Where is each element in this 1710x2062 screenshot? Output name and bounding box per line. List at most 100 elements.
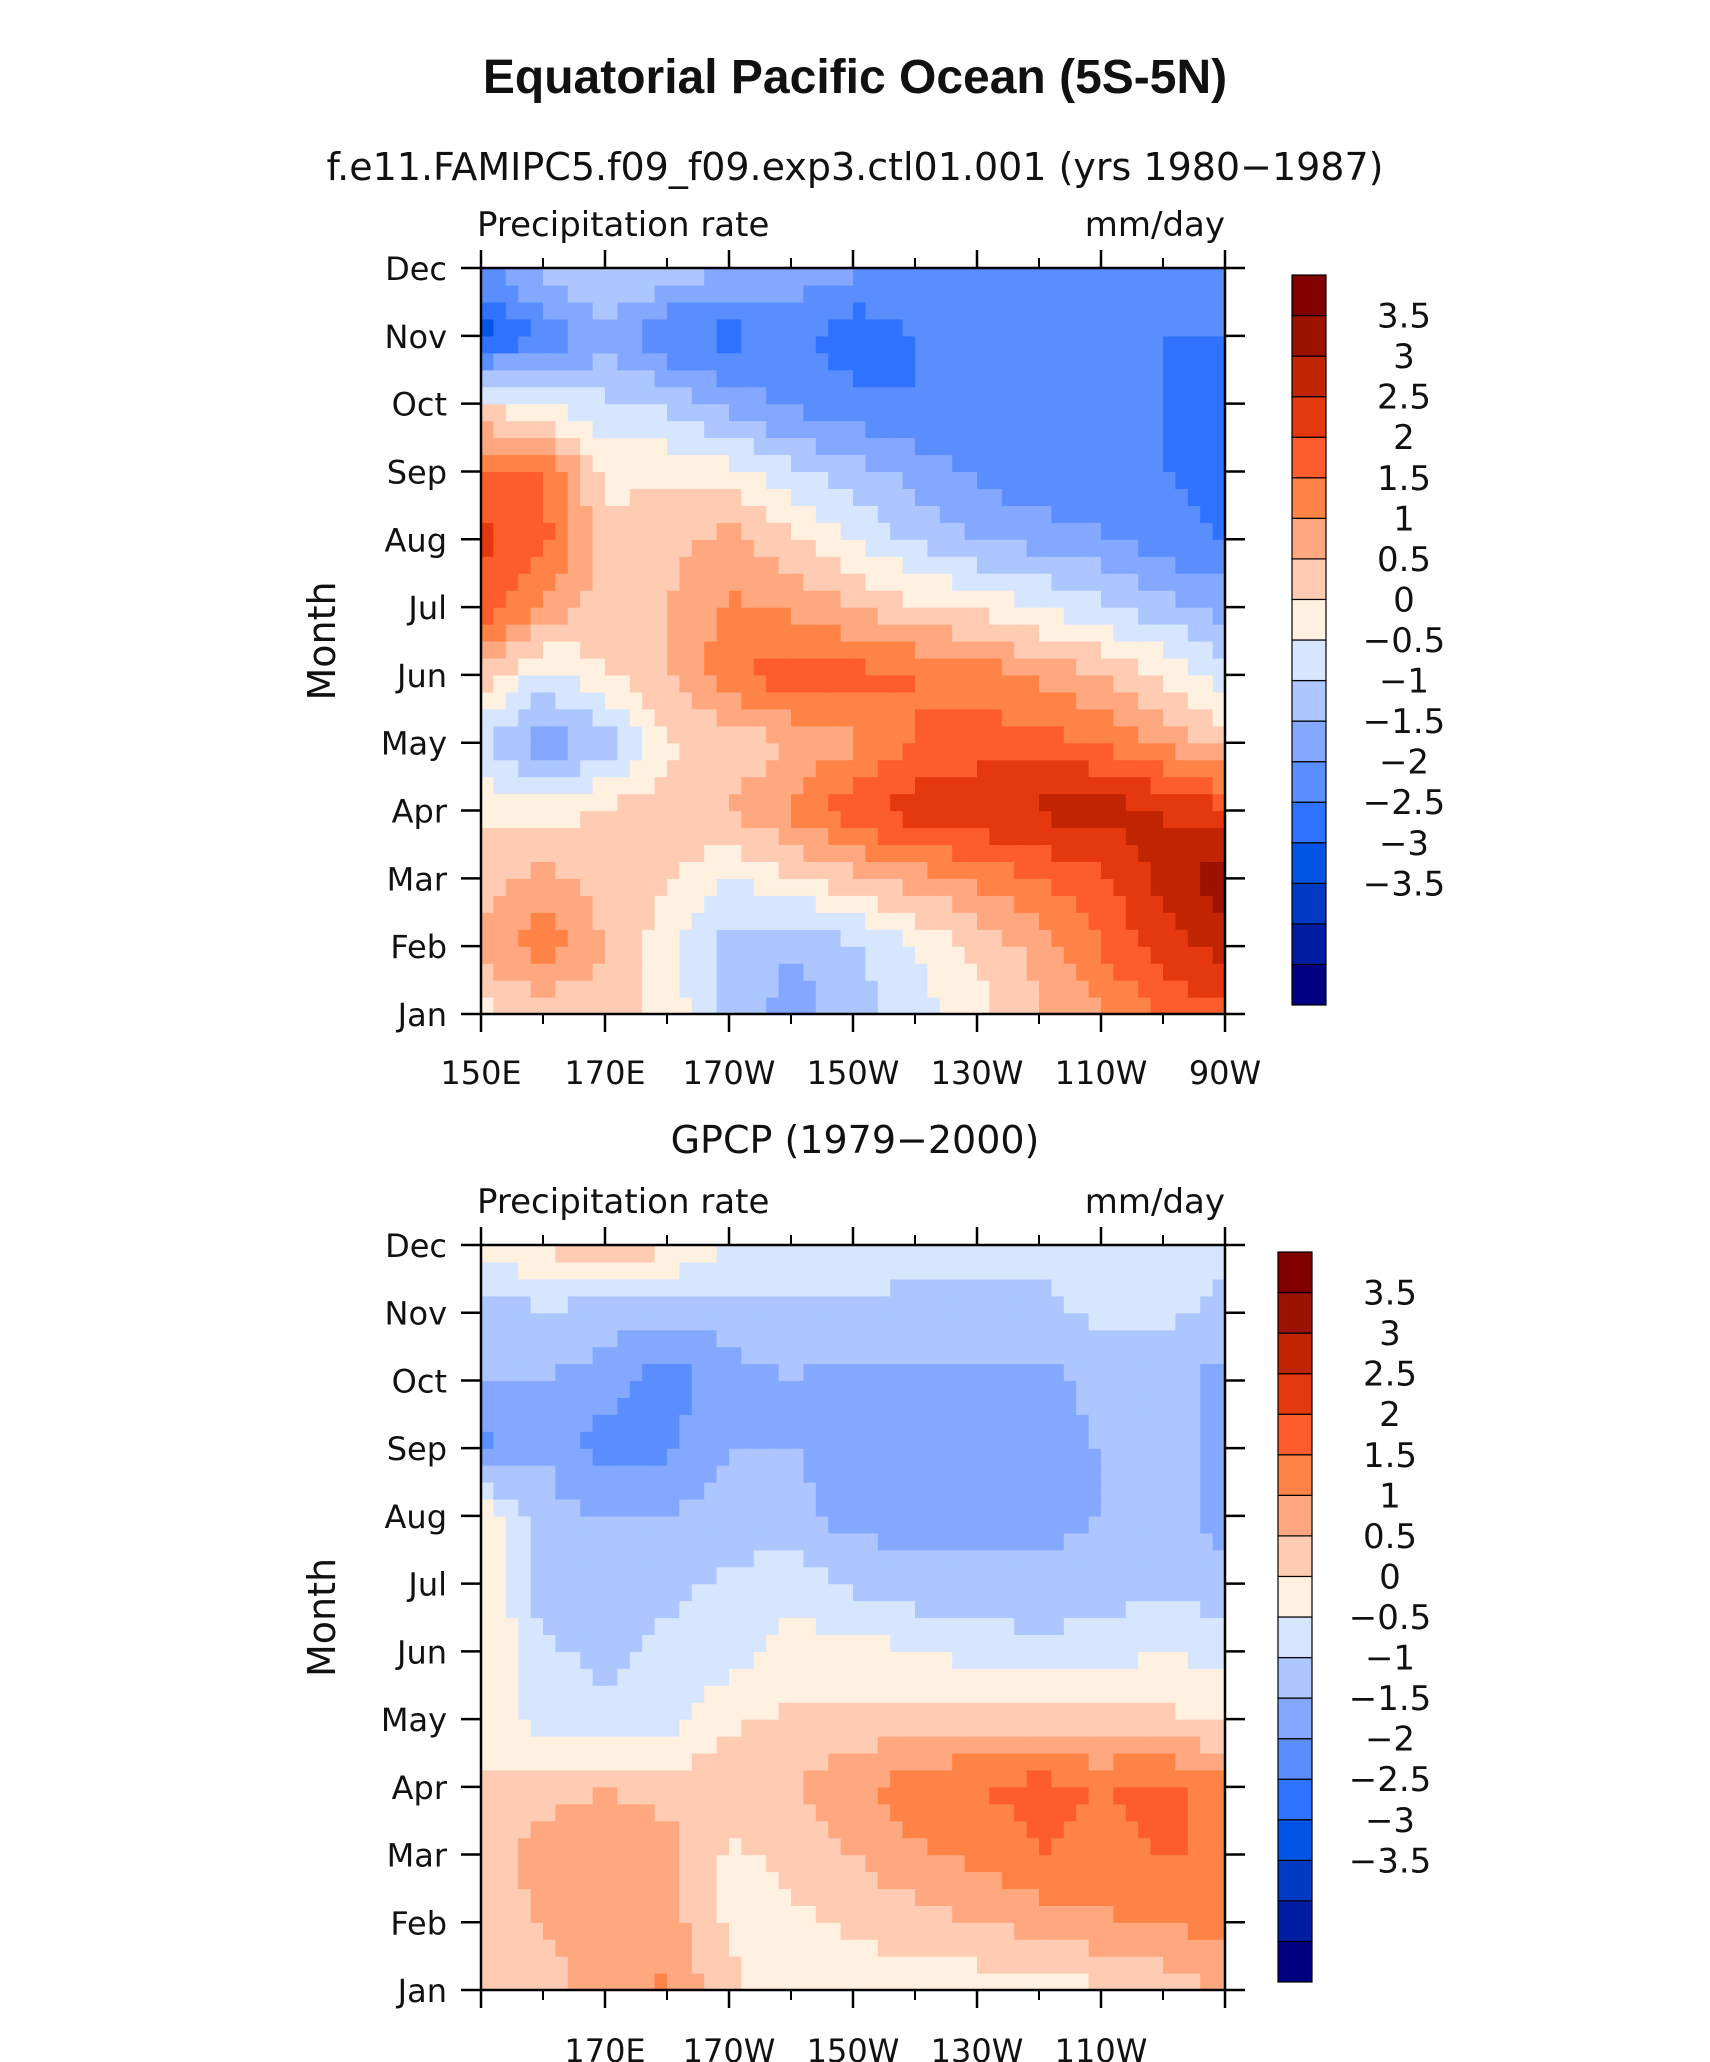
heatmap-cell [1187, 1414, 1201, 1432]
heatmap-cell [741, 1431, 755, 1449]
heatmap-cell [592, 912, 606, 930]
heatmap-cell [629, 1515, 643, 1534]
heatmap-cell [753, 895, 767, 913]
heatmap-cell [481, 759, 494, 778]
heatmap-cell [555, 878, 569, 896]
heatmap-cell [1101, 471, 1114, 489]
heatmap-cell [729, 369, 742, 388]
heatmap-cell [654, 556, 668, 574]
heatmap-cell [1175, 1973, 1189, 1991]
heatmap-cell [518, 1431, 532, 1449]
heatmap-cell [741, 1600, 755, 1619]
heatmap-cell [1212, 1566, 1226, 1585]
heatmap-cell [617, 980, 631, 998]
heatmap-cell [1001, 268, 1015, 286]
heatmap-cell [555, 471, 569, 489]
heatmap-cell [543, 505, 556, 523]
heatmap-cell [803, 1752, 817, 1771]
heatmap-cell [605, 1820, 618, 1839]
heatmap-cell [803, 522, 817, 540]
heatmap-cell [964, 505, 978, 523]
heatmap-cell [865, 1397, 879, 1415]
heatmap-cell [1212, 997, 1226, 1015]
colorbar-label: 1.5 [1377, 459, 1431, 499]
heatmap-cell [1101, 657, 1114, 676]
heatmap-cell [729, 1871, 742, 1890]
heatmap-cell [543, 1498, 556, 1517]
colorbar-swatch [1291, 436, 1327, 479]
heatmap-cell [493, 1414, 507, 1432]
heatmap-cell [481, 1922, 494, 1940]
heatmap-cell [543, 1600, 556, 1619]
heatmap-cell [1212, 1380, 1226, 1398]
heatmap-cell [753, 861, 767, 879]
heatmap-cell [679, 369, 693, 388]
heatmap-cell [840, 1549, 854, 1568]
heatmap-cell [927, 522, 941, 540]
heatmap-cell [1150, 403, 1164, 422]
heatmap-cell [927, 352, 941, 371]
heatmap-cell [778, 1380, 792, 1398]
heatmap-cell [915, 1956, 928, 1974]
heatmap-cell [1113, 1820, 1127, 1839]
heatmap-cell [567, 827, 581, 846]
heatmap-cell [741, 1905, 755, 1923]
heatmap-cell [1150, 369, 1164, 388]
heatmap-cell [803, 1397, 817, 1415]
variable-label: Precipitation rate [477, 1182, 769, 1222]
heatmap-cell [654, 624, 668, 642]
heatmap-cell [791, 1752, 804, 1771]
heatmap-cell [716, 1346, 730, 1365]
heatmap-cell [1076, 403, 1090, 422]
heatmap-cell [1088, 1956, 1102, 1974]
heatmap-cell [729, 742, 742, 761]
heatmap-cell [1076, 539, 1090, 557]
heatmap-cell [493, 539, 507, 557]
heatmap-cell [902, 1448, 916, 1466]
heatmap-cell [716, 1820, 730, 1839]
heatmap-cell [654, 895, 668, 913]
heatmap-cell [840, 1515, 854, 1534]
heatmap-cell [1063, 980, 1077, 998]
heatmap-cell [877, 1939, 891, 1957]
heatmap-cell [1175, 1939, 1189, 1957]
heatmap-cell [518, 1803, 532, 1822]
heatmap-cell [654, 437, 668, 456]
heatmap-cell [1001, 505, 1015, 523]
heatmap-cell [989, 1380, 1003, 1398]
heatmap-cell [952, 1837, 966, 1856]
heatmap-cell [518, 1973, 532, 1991]
heatmap-cell [803, 1769, 817, 1788]
heatmap-cell [778, 1532, 792, 1551]
heatmap-cell [481, 895, 494, 913]
heatmap-cell [691, 1583, 705, 1602]
heatmap-cell [877, 1820, 891, 1839]
heatmap-cell [716, 624, 730, 642]
heatmap-cell [902, 827, 916, 846]
heatmap-cell [1125, 1380, 1139, 1398]
heatmap-cell [1088, 1566, 1102, 1585]
heatmap-cell [753, 1566, 767, 1585]
heatmap-cell [952, 268, 966, 286]
heatmap-cell [1039, 335, 1052, 354]
heatmap-cell [567, 1414, 581, 1432]
heatmap-cell [1088, 691, 1102, 710]
heatmap-cell [791, 1482, 804, 1500]
heatmap-cell [1125, 1956, 1139, 1974]
heatmap-cell [543, 522, 556, 540]
heatmap-cell [915, 1431, 928, 1449]
heatmap-cell [1101, 1532, 1114, 1551]
heatmap-cell [1212, 556, 1226, 574]
heatmap-cell [952, 1702, 966, 1720]
heatmap-cell [1026, 657, 1040, 676]
heatmap-cell [1200, 1482, 1214, 1500]
heatmap-cell [815, 997, 829, 1015]
heatmap-cell [1138, 793, 1152, 812]
heatmap-cell [964, 1380, 978, 1398]
heatmap-cell [729, 776, 742, 795]
heatmap-cell [1026, 1448, 1040, 1466]
heatmap-cell [543, 1532, 556, 1551]
heatmap-cell [952, 946, 966, 964]
heatmap-cell [629, 268, 643, 286]
heatmap-cell [840, 471, 854, 489]
